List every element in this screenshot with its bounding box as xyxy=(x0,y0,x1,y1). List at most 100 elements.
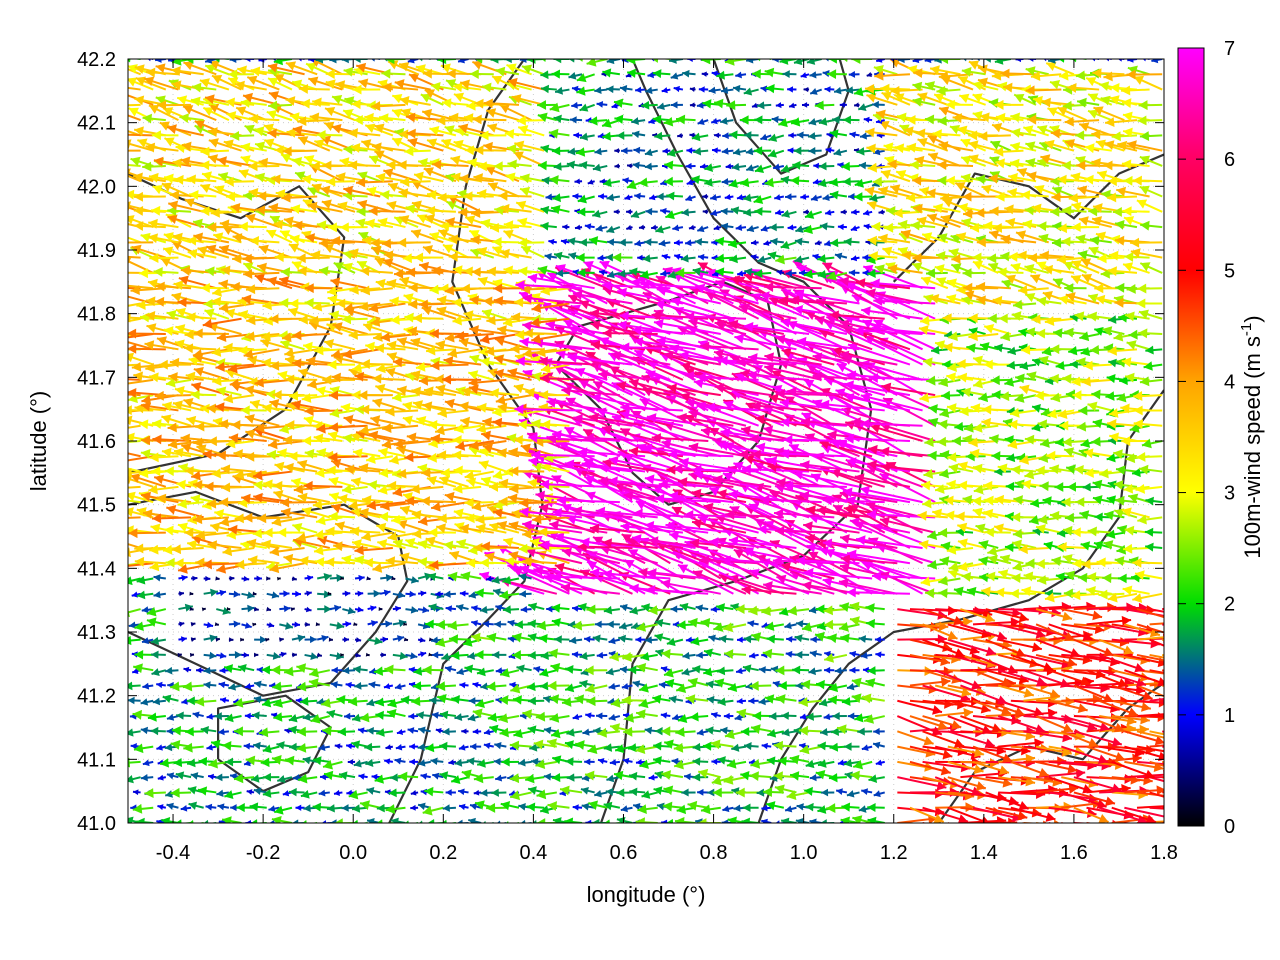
wind-vector xyxy=(1111,699,1152,712)
wind-vector xyxy=(345,743,356,750)
wind-vector xyxy=(455,819,469,823)
wind-vector xyxy=(351,740,368,750)
wind-vector xyxy=(731,743,747,752)
wind-vector xyxy=(1060,791,1107,809)
wind-vector xyxy=(383,758,394,765)
wind-vector xyxy=(498,713,520,724)
wind-vector xyxy=(722,805,734,813)
wind-vector xyxy=(300,790,318,799)
wind-vector xyxy=(1111,760,1156,780)
colorbar-tick-label: 6 xyxy=(1224,149,1235,171)
wind-vector xyxy=(628,771,646,781)
wind-vector xyxy=(192,711,204,719)
wind-vector xyxy=(909,715,948,731)
wind-vector xyxy=(608,682,621,690)
wind-vector xyxy=(501,757,519,767)
wind-vector xyxy=(687,677,709,688)
wind-vector xyxy=(388,788,406,798)
x-axis-label: longitude (°) xyxy=(587,882,706,907)
x-tick-label: 0.2 xyxy=(429,842,457,864)
wind-vector xyxy=(466,757,482,766)
wind-vector xyxy=(132,709,154,720)
wind-vector xyxy=(685,694,709,705)
wind-vector xyxy=(613,770,633,781)
wind-vector xyxy=(253,695,267,704)
wind-vector xyxy=(221,816,242,823)
wind-vector xyxy=(375,710,393,720)
wind-vector xyxy=(410,804,419,811)
wind-vector xyxy=(1136,760,1164,766)
wind-vector xyxy=(652,694,671,704)
wind-vector xyxy=(972,776,1013,788)
wind-vector xyxy=(909,822,942,823)
wind-vector xyxy=(778,681,797,691)
wind-vector xyxy=(296,742,318,753)
wind-vector xyxy=(261,698,280,708)
colorbar-tick-label: 2 xyxy=(1224,594,1235,616)
wind-vector xyxy=(616,788,633,797)
wind-vector xyxy=(664,818,683,823)
wind-vector xyxy=(549,712,570,723)
wind-vector xyxy=(934,776,982,796)
wind-vector xyxy=(696,728,709,736)
wind-vector xyxy=(142,682,154,690)
wind-vector xyxy=(418,726,431,734)
wind-vector xyxy=(629,787,646,797)
wind-vector xyxy=(128,777,129,779)
wind-vector xyxy=(128,730,129,732)
wind-vector xyxy=(394,757,406,765)
wind-vector xyxy=(461,769,482,780)
wind-vector xyxy=(922,822,927,823)
wind-vector xyxy=(142,759,154,767)
wind-vector xyxy=(296,681,318,692)
wind-vector xyxy=(494,774,507,782)
wind-vector xyxy=(448,759,457,766)
wind-vector xyxy=(320,820,330,823)
wind-vector xyxy=(727,682,747,693)
wind-vector xyxy=(253,741,267,750)
wind-vector xyxy=(277,775,293,784)
wind-vector xyxy=(140,773,154,782)
wind-vector xyxy=(584,770,608,781)
wind-vector xyxy=(1060,745,1109,764)
wind-vector xyxy=(128,424,129,426)
wind-vector xyxy=(200,725,217,735)
wind-vector xyxy=(661,770,684,780)
wind-vector xyxy=(432,772,444,780)
wind-vector xyxy=(692,757,709,766)
wind-vector xyxy=(786,790,810,801)
wind-vector xyxy=(998,822,1003,823)
wind-vector xyxy=(867,802,885,812)
wind-vector xyxy=(216,789,230,797)
wind-vector xyxy=(312,756,330,766)
wind-vector xyxy=(582,728,595,736)
wind-vector xyxy=(128,149,129,151)
wind-vector xyxy=(773,740,797,751)
wind-vector xyxy=(1149,715,1164,718)
wind-vector xyxy=(170,787,192,798)
wind-vector xyxy=(527,696,545,706)
wind-vector xyxy=(596,712,608,720)
wind-vector xyxy=(500,801,520,811)
wind-vector xyxy=(697,788,709,796)
wind-vector xyxy=(714,678,734,688)
wind-vector xyxy=(310,714,331,724)
wind-vector xyxy=(410,790,419,796)
wind-vector xyxy=(173,757,192,768)
y-tick-label: 41.7 xyxy=(77,367,116,389)
wind-vector xyxy=(323,770,343,781)
y-tick-label: 41.0 xyxy=(77,813,116,835)
wind-vector xyxy=(320,698,343,708)
wind-vector xyxy=(710,711,722,719)
wind-vector xyxy=(585,712,595,719)
wind-vector xyxy=(249,802,267,812)
wind-vector xyxy=(635,759,646,766)
wind-vector xyxy=(998,738,1044,749)
wind-vector xyxy=(620,805,633,813)
wind-vector xyxy=(897,776,947,791)
wind-vector xyxy=(1023,730,1073,743)
wind-vector xyxy=(972,699,1012,716)
wind-vector xyxy=(863,714,885,724)
wind-vector xyxy=(494,741,507,750)
